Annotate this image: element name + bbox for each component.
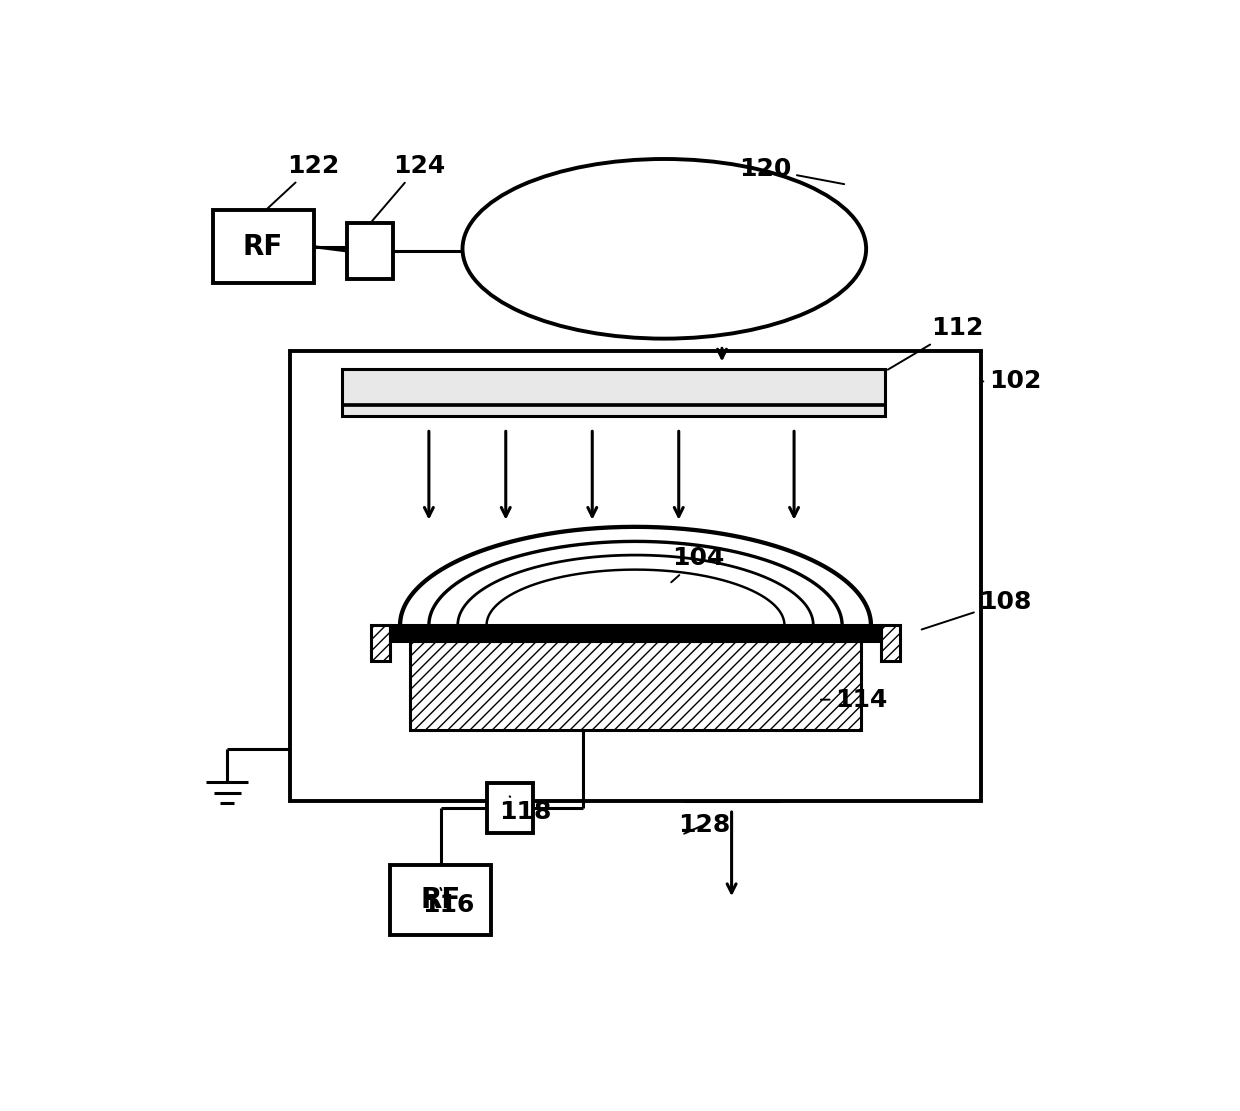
Text: 102: 102 <box>982 369 1042 393</box>
Text: 120: 120 <box>739 158 844 184</box>
Text: 128: 128 <box>678 812 730 837</box>
Text: 118: 118 <box>498 797 551 823</box>
Bar <box>290 351 982 801</box>
Bar <box>371 625 391 661</box>
Text: 122: 122 <box>268 153 340 209</box>
Text: 114: 114 <box>821 688 888 712</box>
Text: 104: 104 <box>671 547 724 582</box>
Bar <box>391 625 880 641</box>
Bar <box>213 210 314 283</box>
Bar <box>342 369 885 416</box>
Bar <box>347 223 393 279</box>
Bar <box>486 783 533 833</box>
Text: 116: 116 <box>422 888 474 917</box>
Text: 112: 112 <box>888 317 983 370</box>
Text: RF: RF <box>420 885 461 914</box>
Text: RF: RF <box>243 232 283 261</box>
Bar <box>391 864 491 934</box>
Text: 108: 108 <box>921 590 1032 630</box>
Bar <box>880 625 900 661</box>
Bar <box>409 641 862 730</box>
Text: 124: 124 <box>372 153 445 221</box>
Ellipse shape <box>463 159 867 339</box>
